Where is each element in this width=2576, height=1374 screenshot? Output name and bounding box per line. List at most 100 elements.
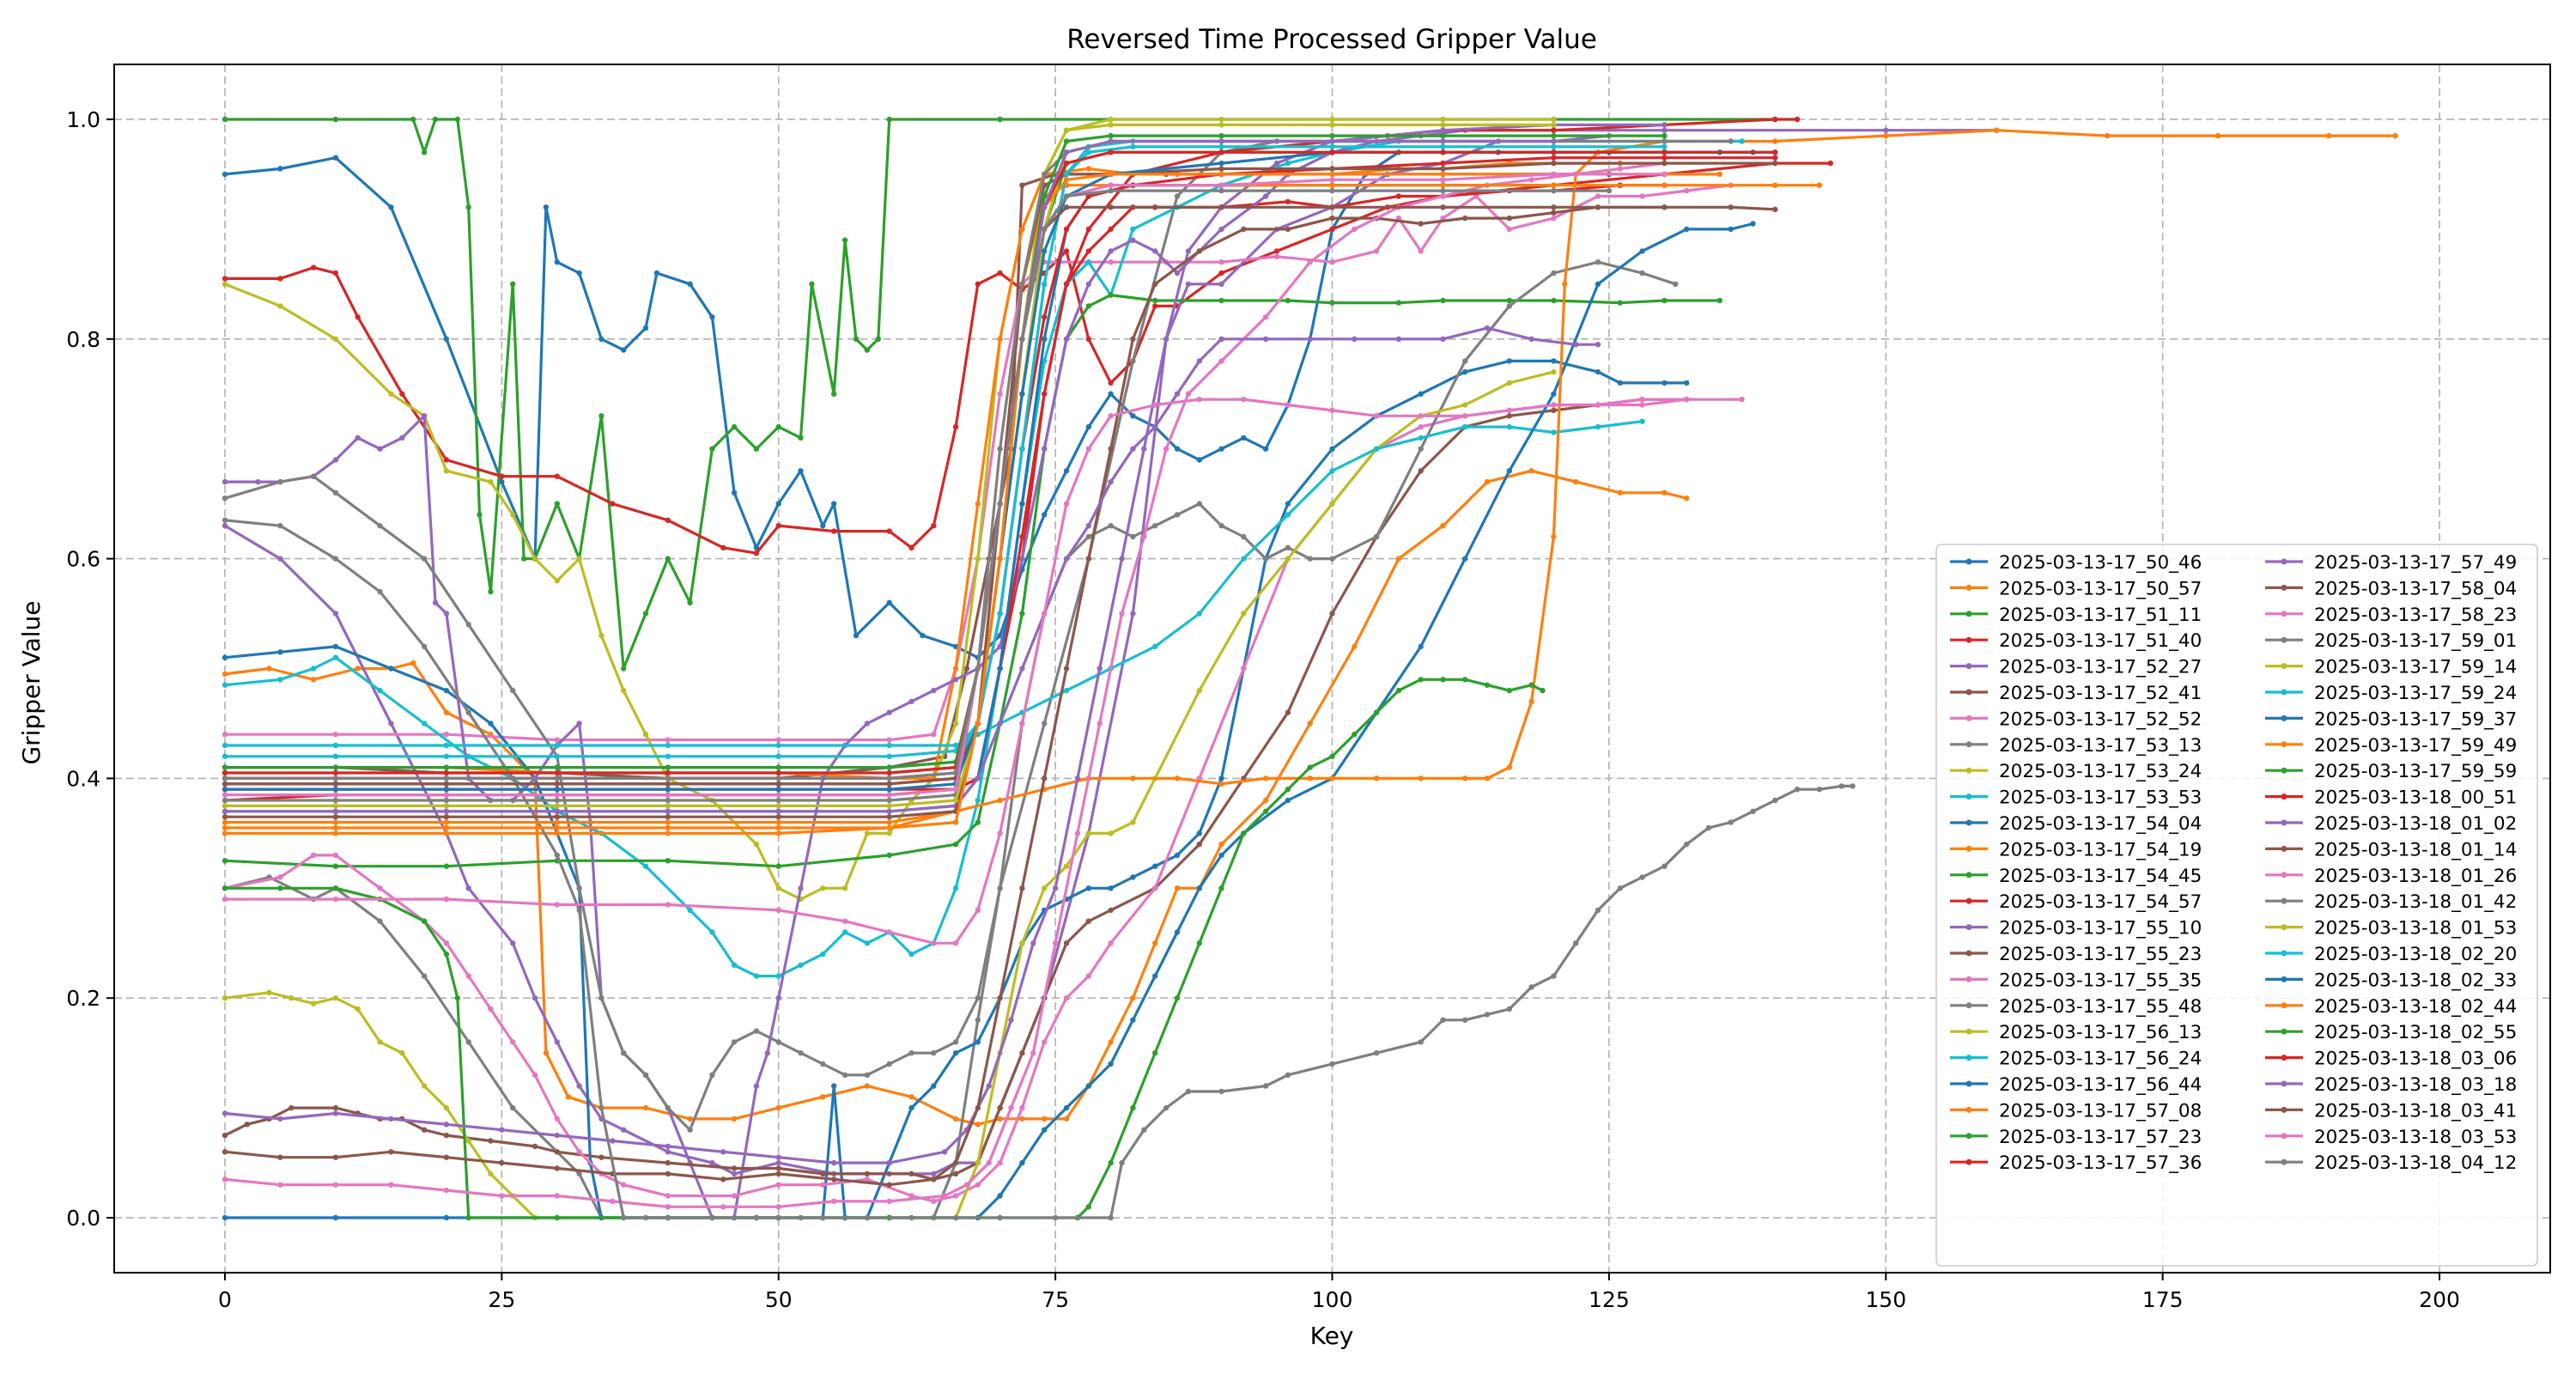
data-point	[997, 643, 1003, 650]
series-2025-03-13-17_59_01	[222, 517, 1856, 1221]
data-point	[665, 737, 671, 743]
legend-marker	[1965, 950, 1972, 957]
data-point	[277, 1154, 283, 1160]
data-point	[1506, 764, 1513, 770]
data-point	[1130, 874, 1136, 880]
data-point	[952, 720, 959, 727]
data-point	[1329, 132, 1335, 139]
data-point	[621, 1182, 627, 1188]
data-point	[554, 259, 560, 265]
data-point	[576, 270, 582, 277]
data-point	[775, 769, 781, 776]
data-point	[731, 489, 738, 495]
data-point	[1218, 781, 1224, 787]
data-point	[997, 1104, 1003, 1111]
data-point	[421, 973, 428, 979]
data-point	[1728, 204, 1734, 210]
data-point	[377, 918, 383, 924]
series-line	[225, 129, 2396, 835]
data-point	[775, 787, 781, 793]
data-point	[432, 116, 439, 123]
legend-entry: 2025-03-13-17_53_13	[1950, 735, 2202, 757]
legend-label: 2025-03-13-17_51_40	[1999, 630, 2202, 652]
data-point	[1551, 138, 1557, 144]
data-point	[1684, 226, 1690, 233]
data-point	[908, 1104, 914, 1111]
x-tick-label: 200	[2419, 1287, 2460, 1312]
data-point	[1019, 556, 1025, 562]
legend-marker	[2281, 741, 2287, 748]
data-point	[2105, 132, 2111, 139]
data-point	[1019, 226, 1025, 233]
legend-entry: 2025-03-13-17_57_08	[1950, 1100, 2202, 1122]
data-point	[1063, 171, 1070, 178]
data-point	[1174, 775, 1181, 781]
data-point	[665, 1149, 671, 1155]
data-point	[1241, 611, 1247, 617]
data-point	[1174, 512, 1181, 518]
data-point	[864, 347, 871, 353]
data-point	[1063, 248, 1070, 254]
data-point	[222, 671, 228, 678]
data-point	[332, 792, 339, 798]
legend-marker	[2281, 689, 2287, 696]
data-point	[1307, 259, 1313, 265]
data-point	[443, 709, 450, 715]
data-point	[1152, 423, 1158, 430]
data-point	[1218, 122, 1224, 128]
data-point	[465, 885, 471, 891]
data-point	[997, 501, 1003, 507]
data-point	[443, 732, 450, 738]
data-point	[1329, 187, 1335, 194]
data-point	[1085, 259, 1092, 265]
data-point	[908, 1193, 914, 1199]
data-point	[499, 1159, 505, 1166]
data-point	[831, 1159, 837, 1166]
data-point	[798, 962, 804, 969]
data-point	[332, 803, 339, 809]
data-point	[1108, 940, 1114, 946]
data-point	[1042, 611, 1048, 617]
legend-marker	[2281, 1080, 2287, 1087]
data-point	[554, 797, 560, 804]
data-point	[2215, 132, 2221, 139]
data-point	[377, 523, 383, 529]
data-point	[841, 918, 848, 924]
data-point	[709, 446, 715, 452]
data-point	[1573, 940, 1579, 946]
data-point	[332, 852, 339, 859]
data-point	[864, 1176, 871, 1182]
data-point	[864, 1170, 871, 1177]
data-point	[554, 1165, 560, 1171]
data-point	[1595, 281, 1601, 287]
data-point	[1285, 198, 1291, 205]
data-point	[997, 270, 1003, 277]
data-point	[1462, 368, 1468, 375]
data-point	[931, 732, 937, 738]
series-line	[225, 118, 1776, 671]
data-point	[1462, 413, 1468, 419]
data-point	[1218, 885, 1224, 891]
series-line	[224, 161, 1665, 1208]
data-point	[1551, 143, 1557, 150]
data-point	[310, 666, 317, 672]
legend-marker	[1965, 793, 1972, 800]
data-point	[665, 858, 671, 864]
data-point	[1273, 253, 1280, 259]
data-point	[1506, 413, 1513, 419]
data-point	[1063, 468, 1070, 474]
legend-entry: 2025-03-13-18_03_18	[2265, 1074, 2517, 1096]
data-point	[1108, 259, 1114, 265]
data-point	[332, 556, 339, 562]
data-point	[332, 611, 339, 617]
data-point	[775, 1154, 781, 1160]
data-point	[377, 1039, 383, 1045]
legend-marker	[2281, 1106, 2287, 1113]
data-point	[1108, 391, 1114, 397]
data-point	[886, 709, 892, 715]
data-point	[709, 1214, 715, 1221]
data-point	[443, 1122, 450, 1128]
series-2025-03-13-18_01_02	[222, 325, 1601, 814]
data-point	[1506, 687, 1513, 694]
data-point	[1307, 556, 1313, 562]
